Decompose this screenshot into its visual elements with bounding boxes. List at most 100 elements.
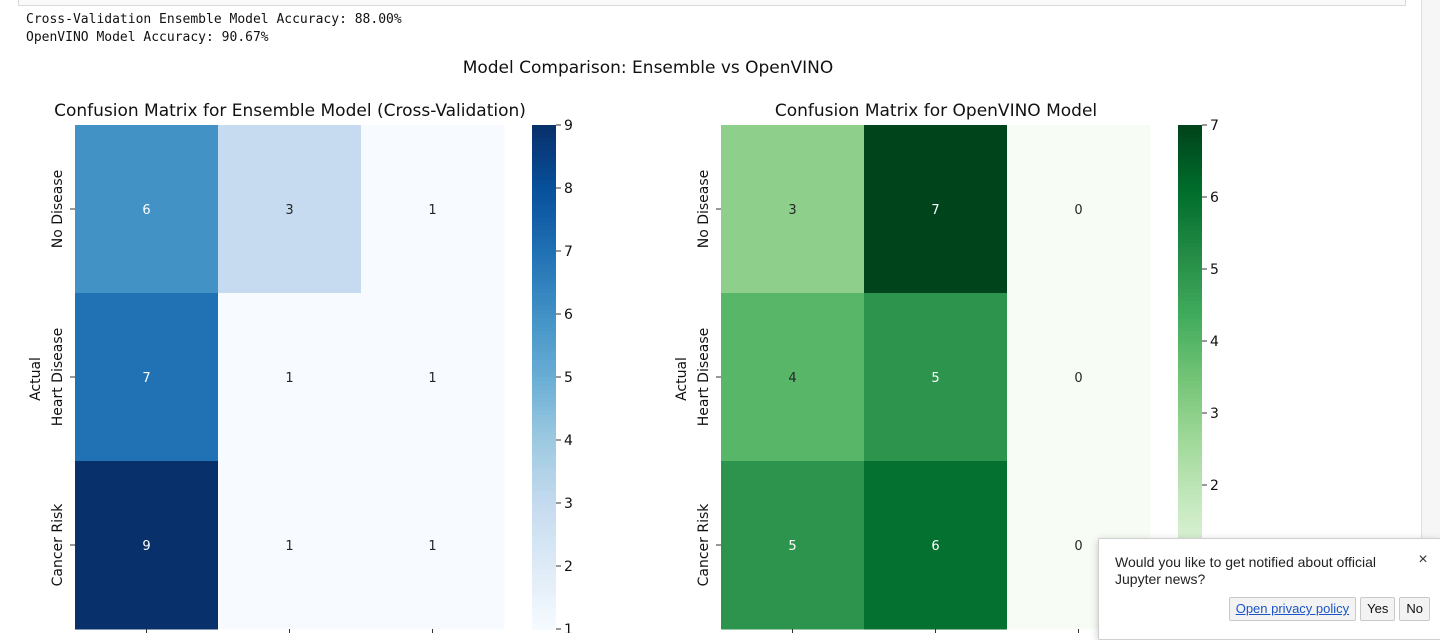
colorbar-segment (532, 519, 556, 525)
colorbar-segment (532, 276, 556, 282)
colorbar-segment (532, 204, 556, 210)
colorbar-segment (532, 267, 556, 273)
colorbar-segment (1178, 469, 1202, 475)
colorbar-segment (532, 196, 556, 202)
colorbar-segment (532, 608, 556, 613)
colorbar-segment (532, 419, 556, 424)
colorbar-segment (532, 167, 556, 172)
colorbar-segment (532, 469, 556, 475)
colorbar-segment (532, 494, 556, 500)
colorbar-segment (532, 238, 556, 244)
colorbar-segment (1178, 515, 1202, 521)
colorbar-segment (532, 251, 556, 256)
colorbar-segment (1178, 343, 1202, 349)
y-tick-label: Heart Disease (696, 328, 712, 426)
colorbar-segment (1178, 242, 1202, 248)
colorbar-segment (532, 150, 556, 156)
heatmap-cell (721, 293, 865, 462)
colorbar-segment (532, 616, 556, 622)
colorbar-tick-label: 1 (564, 622, 573, 633)
colorbar-tick-label: 2 (564, 559, 573, 575)
colorbar-segment (532, 221, 556, 227)
colorbar-segment (532, 410, 556, 416)
colorbar-segment (532, 192, 556, 198)
colorbar-segment (1178, 230, 1202, 235)
colorbar-segment (532, 389, 556, 395)
colorbar-segment (532, 561, 556, 567)
colorbar-segment (532, 452, 556, 458)
colorbar-segment (532, 372, 556, 378)
no-button[interactable]: No (1399, 597, 1430, 621)
colorbar-segment (1178, 238, 1202, 244)
cell-value-label: 1 (428, 539, 436, 554)
colorbar-segment (1178, 171, 1202, 177)
cell-value-label: 5 (788, 539, 796, 554)
heatmap-cell (864, 461, 1008, 630)
colorbar-segment (532, 288, 556, 294)
colorbar-tick-label: 7 (564, 244, 573, 260)
colorbar-segment (1178, 519, 1202, 525)
colorbar-tick-label: 6 (1210, 190, 1219, 206)
colorbar-segment (532, 427, 556, 433)
colorbar-segment (1178, 444, 1202, 450)
colorbar-segment (532, 368, 556, 374)
colorbar-segment (1178, 297, 1202, 303)
openvino-confusion-matrix: Confusion Matrix for OpenVINO Model 3 7 0 4 5… (674, 101, 1219, 633)
colorbar-segment (532, 511, 556, 517)
colorbar-segment (532, 402, 556, 408)
close-icon[interactable]: × (1418, 551, 1428, 568)
colorbar-segment (532, 398, 556, 403)
colorbar-segment (1178, 221, 1202, 227)
colorbar-segment (1178, 402, 1202, 408)
colorbar-segment (1178, 318, 1202, 324)
colorbar-segment (1178, 225, 1202, 231)
colorbar-segment (532, 305, 556, 311)
colorbar-segment (1178, 419, 1202, 424)
colorbar-segment (532, 347, 556, 353)
colorbar-segment (532, 486, 556, 492)
colorbar-segment (532, 364, 556, 370)
colorbar-segment (532, 431, 556, 437)
cell-value-label: 3 (788, 203, 796, 218)
colorbar-segment (532, 188, 556, 193)
colorbar-segment (1178, 461, 1202, 466)
colorbar-segment (532, 360, 556, 366)
colorbar-segment (1178, 377, 1202, 382)
cell-output-text: Cross-Validation Ensemble Model Accuracy… (26, 11, 402, 47)
colorbar-segment (1178, 158, 1202, 164)
colorbar-segment (1178, 217, 1202, 223)
colorbar-segment (1178, 486, 1202, 492)
heatmap-cell (75, 293, 219, 462)
colorbar-segment (1178, 498, 1202, 504)
colorbar-segment (1178, 431, 1202, 437)
yes-button[interactable]: Yes (1360, 597, 1396, 621)
cell-value-label: 1 (428, 371, 436, 386)
colorbar-segment (1178, 473, 1202, 479)
colorbar-segment (532, 351, 556, 357)
colorbar-segment (1178, 360, 1202, 366)
colorbar-segment (1178, 137, 1202, 143)
colorbar-segment (1178, 259, 1202, 265)
colorbar-segment (1178, 305, 1202, 311)
colorbar-segment (1178, 503, 1202, 508)
notebook-scrollbar[interactable] (1421, 0, 1440, 633)
figure-suptitle: Model Comparison: Ensemble vs OpenVINO (463, 58, 834, 78)
colorbar-segment (532, 414, 556, 420)
colorbar-segment (532, 234, 556, 240)
colorbar-tick-label: 2 (1210, 478, 1219, 494)
heatmap-cell (75, 461, 219, 630)
cell-value-label: 4 (788, 371, 796, 386)
colorbar-segment (532, 213, 556, 219)
colorbar-segment (532, 318, 556, 324)
y-axis-label: Actual (674, 357, 690, 401)
colorbar-segment (532, 624, 556, 630)
code-cell-frame (18, 0, 1406, 6)
privacy-policy-link[interactable]: Open privacy policy (1228, 597, 1357, 621)
cell-value-label: 5 (931, 371, 939, 386)
colorbar-segment (1178, 196, 1202, 202)
colorbar-segment (532, 343, 556, 349)
heatmap-title: Confusion Matrix for Ensemble Model (Cro… (54, 101, 526, 121)
ensemble-confusion-matrix: Confusion Matrix for Ensemble Model (Cro… (28, 101, 573, 633)
colorbar-segment (532, 284, 556, 290)
cell-value-label: 0 (1074, 371, 1082, 386)
